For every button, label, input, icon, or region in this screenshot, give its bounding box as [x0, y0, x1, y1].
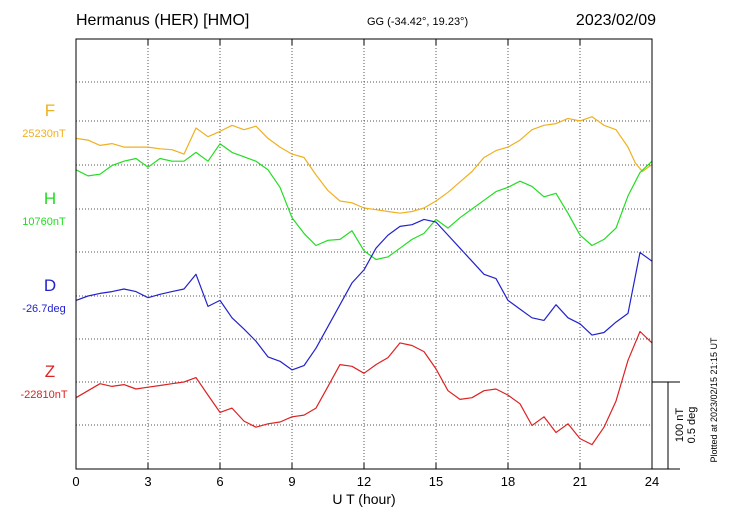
channel-baseline-f: 25230nT — [22, 128, 66, 140]
x-tick-label: 21 — [573, 474, 587, 489]
x-tick-label: 6 — [216, 474, 223, 489]
date-label: 2023/02/09 — [576, 12, 656, 29]
trace-f — [75, 116, 653, 214]
channel-labels: F 25230nT H 10760nT D -26.7deg Z -22810nT — [20, 101, 67, 401]
x-tick-label: 18 — [501, 474, 515, 489]
x-axis: 0 3 6 9 12 15 18 21 24 — [72, 39, 659, 489]
channel-name-h: H — [44, 189, 56, 208]
x-tick-label: 0 — [72, 474, 79, 489]
x-tick-label: 9 — [288, 474, 295, 489]
channel-name-d: D — [44, 276, 56, 295]
x-tick-label: 3 — [144, 474, 151, 489]
channel-baseline-d: -26.7deg — [22, 303, 65, 315]
grid-lines — [76, 39, 652, 469]
trace-group — [75, 116, 653, 446]
trace-d — [75, 218, 653, 371]
channel-baseline-z: -22810nT — [20, 389, 67, 401]
station-coordinates: GG (-34.42°, 19.23°) — [367, 16, 468, 28]
channel-name-z: Z — [45, 362, 55, 381]
trace-h — [75, 143, 653, 261]
channel-baseline-h: 10760nT — [22, 216, 66, 228]
channel-name-f: F — [45, 101, 55, 120]
scale-deg-label: 0.5 deg — [686, 407, 698, 444]
x-tick-label: 15 — [429, 474, 443, 489]
trace-z — [75, 330, 653, 446]
x-axis-label: U T (hour) — [332, 491, 395, 507]
scale-nt-label: 100 nT — [674, 408, 686, 443]
x-tick-label: 24 — [645, 474, 659, 489]
plot-frame — [75, 38, 653, 470]
station-title: Hermanus (HER) [HMO] — [76, 12, 249, 29]
plotted-at-note: Plotted at 2023/02/15 21:15 UT — [709, 337, 719, 463]
x-tick-label: 12 — [357, 474, 371, 489]
